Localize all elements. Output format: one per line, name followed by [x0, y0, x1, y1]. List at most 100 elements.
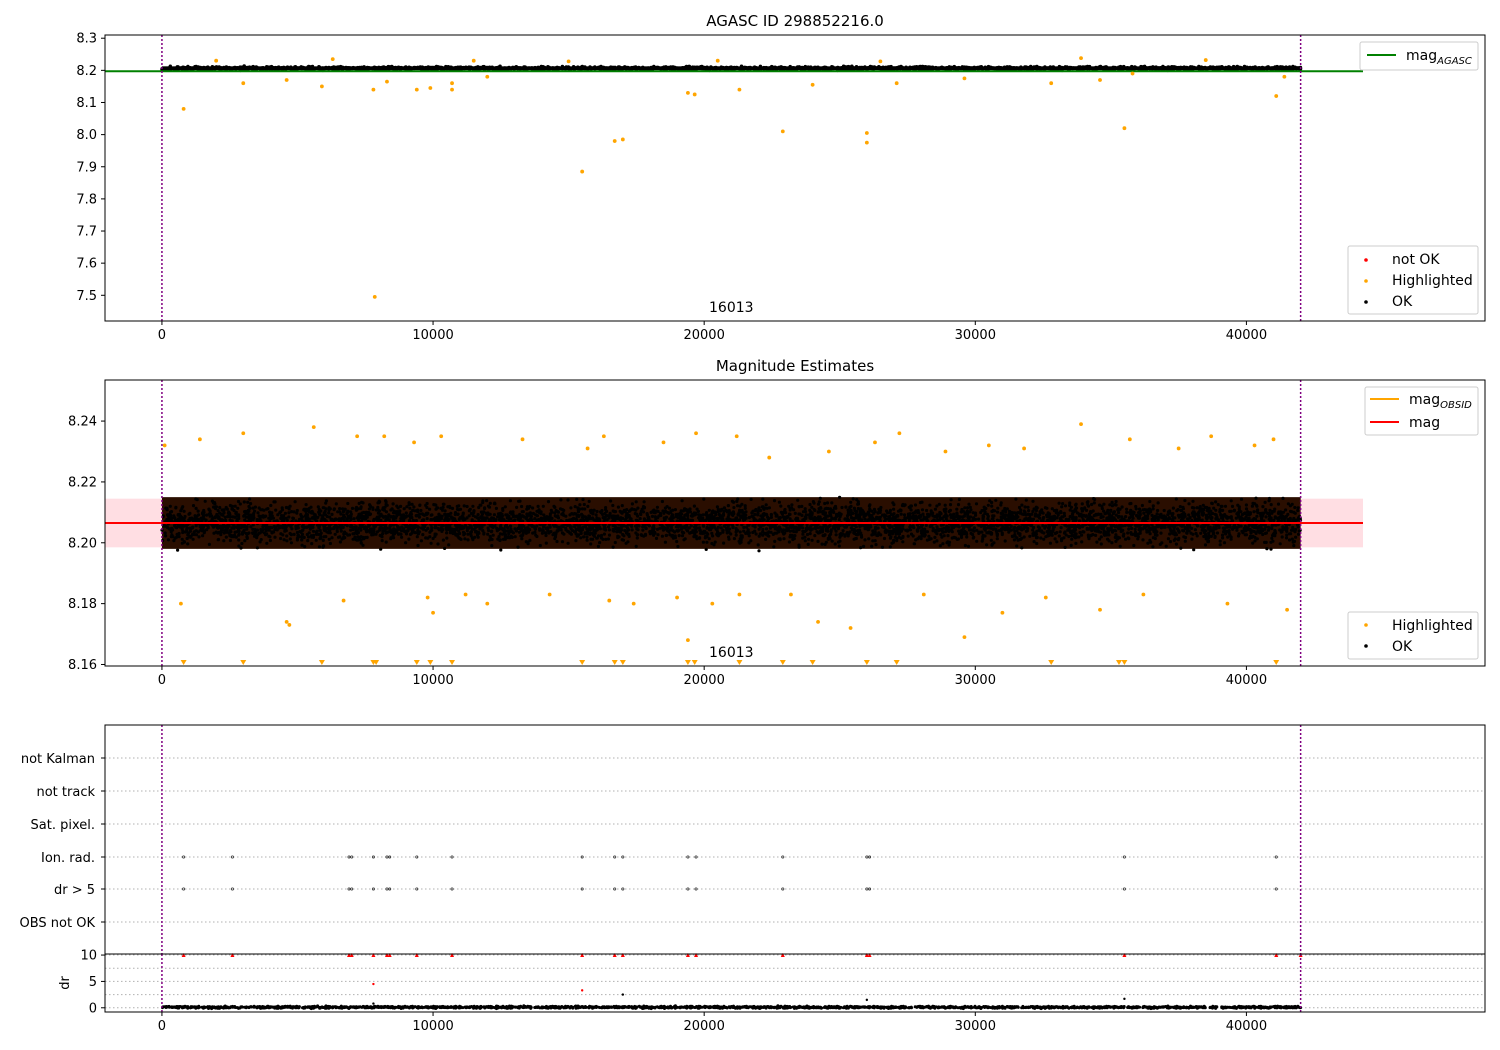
p1-ytick-label: 8.3 — [76, 32, 97, 47]
p2-clipped-marker — [427, 660, 434, 665]
p3-flag-point — [613, 855, 617, 859]
p1-xtick-label: 10000 — [412, 328, 453, 343]
p1-highlighted-point — [428, 86, 433, 90]
legend-sub-agasc: AGASC — [1436, 56, 1472, 67]
p2-xtick-label: 30000 — [955, 673, 996, 688]
p3-flag-point — [694, 855, 698, 859]
p1-ok-band — [160, 64, 1303, 73]
legend-label-mag-obsid: magOBSID — [1409, 392, 1472, 411]
p4-not-ok-point — [372, 982, 375, 986]
p2-highlighted-point — [1022, 446, 1026, 451]
p2-clipped-marker — [691, 660, 698, 665]
p1-highlighted-point — [319, 84, 324, 89]
p1-ytick-label: 8.2 — [76, 64, 97, 79]
p4-capped-point — [371, 953, 376, 958]
p2-obsid-label: 16013 — [709, 645, 754, 661]
p2-clipped-markers — [180, 660, 1280, 665]
p3-flag-point — [1122, 887, 1126, 891]
p2-legend-bottom: Highlighted OK — [1347, 611, 1479, 660]
p2-clipped-marker — [413, 660, 420, 665]
p3-flag-point — [580, 887, 584, 891]
p1-legend-bottom-box — [1347, 245, 1479, 315]
p2-highlighted-point — [162, 443, 167, 448]
p2-highlighted-point — [311, 425, 316, 430]
p3-flag-point — [371, 855, 375, 859]
p4-axes-frame — [104, 953, 1486, 1013]
p1-highlighted-point — [686, 90, 690, 95]
p1-x-ticks: 0 10000 20000 30000 40000 — [158, 321, 1267, 343]
p3-flag-point — [781, 887, 785, 891]
p1-ytick-label: 7.5 — [76, 289, 97, 304]
p2-xtick-label: 10000 — [412, 673, 453, 688]
p2-clipped-marker — [809, 660, 816, 665]
p2-highlighted-point — [694, 431, 698, 436]
p2-highlighted-point — [485, 601, 490, 606]
p4-ytick-label: 5 — [89, 975, 97, 990]
p4-obs-boundaries — [161, 954, 1302, 1012]
p4-capped-point — [450, 953, 455, 958]
p2-highlighted-point — [179, 601, 183, 606]
legend-marker-highlighted — [1364, 279, 1368, 283]
p1-highlighted-point — [780, 129, 785, 134]
p3-flag-point — [182, 855, 186, 859]
p3-flag-point — [686, 855, 690, 859]
p1-highlighted-point — [894, 81, 899, 86]
p1-highlighted-point — [692, 92, 697, 97]
p4-capped-point — [1274, 953, 1279, 958]
p2-highlighted-point — [463, 592, 468, 597]
p4-capped-point — [387, 953, 392, 958]
p3-flag-point — [385, 887, 389, 891]
p1-highlighted-point — [1130, 71, 1135, 76]
p2-clipped-marker — [611, 660, 618, 665]
p1-highlighted-point — [181, 107, 186, 111]
p1-highlighted-point — [1122, 126, 1127, 131]
p2-clipped-marker — [180, 660, 187, 665]
p2-axes-frame — [104, 379, 1486, 667]
p3-category-label: not Kalman — [21, 752, 95, 767]
p2-highlighted-point — [431, 610, 435, 615]
p3-category-label: Ion. rad. — [41, 851, 95, 866]
p2-clipped-marker — [863, 660, 870, 665]
p2-highlighted-point — [897, 431, 902, 436]
p1-highlighted-point — [1079, 56, 1083, 61]
p2-highlighted-point — [767, 455, 772, 460]
p2-legend-bottom-box — [1347, 611, 1479, 660]
p2-clipped-marker — [579, 660, 586, 665]
p2-highlighted-point — [1176, 446, 1181, 451]
p2-legend-label-ok: OK — [1392, 639, 1413, 655]
p1-highlighted-point — [450, 87, 454, 92]
p4-xtick-label: 10000 — [412, 1019, 453, 1034]
p2-clipped-marker — [449, 660, 456, 665]
p2-highlighted-point — [1079, 422, 1083, 427]
p2-highlighted-point — [355, 434, 360, 439]
p4-ytick-label: 10 — [80, 949, 97, 964]
p3-category-label: dr > 5 — [54, 883, 95, 898]
p3-flag-point — [1274, 887, 1278, 891]
p2-clipped-marker — [1115, 660, 1122, 665]
p2-highlighted-point — [1043, 595, 1048, 600]
p3-flag-point — [613, 887, 617, 891]
legend-marker-ok — [1364, 300, 1368, 304]
p2-highlighted-point — [241, 431, 246, 436]
p3-flag-point — [621, 887, 625, 891]
p1-ytick-label: 7.6 — [76, 257, 97, 272]
p2-highlighted-point — [816, 619, 820, 624]
p4-ok-points — [161, 1004, 1303, 1011]
p1-highlighted-point — [737, 87, 742, 92]
p4-grid — [105, 954, 1485, 1009]
p3-flag-point — [580, 855, 584, 859]
p4-ok-point — [621, 993, 625, 996]
panel-dr: 0 10000 20000 30000 40000 0 5 10 dr — [58, 949, 1486, 1034]
p3-flag-point — [450, 855, 454, 859]
p4-capped-point — [685, 953, 690, 958]
p2-highlighted-point — [1127, 437, 1132, 442]
p1-highlighted-point — [414, 87, 419, 92]
p4-capped-point — [414, 953, 419, 958]
p2-highlighted-point — [1209, 434, 1214, 439]
legend-label-mag-agasc: magAGASC — [1406, 48, 1472, 67]
p4-capped-point — [349, 953, 354, 958]
p1-highlighted-point — [1098, 78, 1102, 82]
p4-y-ticks: 0 5 10 — [80, 949, 105, 1016]
p4-ok-point — [372, 1002, 375, 1005]
